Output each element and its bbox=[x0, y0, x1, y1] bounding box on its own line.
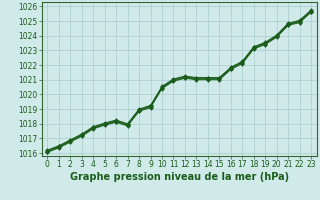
X-axis label: Graphe pression niveau de la mer (hPa): Graphe pression niveau de la mer (hPa) bbox=[70, 172, 289, 182]
